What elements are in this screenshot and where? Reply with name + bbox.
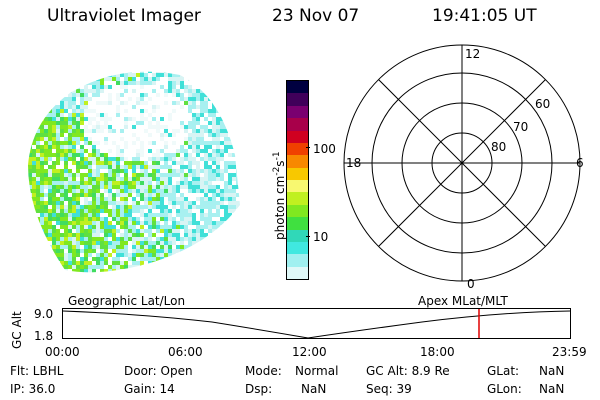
colorbar-segment bbox=[287, 241, 308, 255]
timeline-plot bbox=[62, 308, 571, 339]
timeline-xtick-1200: 12:00 bbox=[292, 345, 327, 359]
mode-key: Mode: bbox=[245, 364, 282, 378]
clock-label-12: 12 bbox=[465, 47, 481, 61]
clock-label-0: 0 bbox=[467, 277, 475, 291]
colorbar-segment bbox=[287, 180, 308, 193]
colorbar-segment bbox=[287, 142, 308, 156]
timeline-xtick-1800: 18:00 bbox=[420, 345, 455, 359]
filter-info: Flt: LBHL bbox=[10, 364, 64, 378]
timeline-xtick-0600: 06:00 bbox=[168, 345, 203, 359]
timeline-right-label: Apex MLat/MLT bbox=[418, 294, 508, 308]
glon-value: NaN bbox=[539, 382, 565, 396]
timeline-ytick-low: 1.8 bbox=[34, 329, 54, 343]
colorbar-ticks bbox=[306, 236, 310, 237]
glon-key: GLon: bbox=[487, 382, 522, 396]
colorbar-ticks bbox=[306, 147, 310, 148]
mode-value: Normal bbox=[295, 364, 339, 378]
colorbar-segment bbox=[287, 155, 308, 168]
diag-2 bbox=[378, 79, 546, 247]
glat-key: GLat: bbox=[487, 364, 520, 378]
dsp-key: Dsp: bbox=[245, 382, 273, 396]
colorbar-segment bbox=[287, 81, 308, 94]
colorbar-segment bbox=[287, 254, 308, 267]
timeline-axis-title: GC Alt bbox=[10, 311, 24, 349]
glat-value: NaN bbox=[539, 364, 565, 378]
timeline-frame bbox=[62, 308, 571, 339]
clock-label-6: 6 bbox=[576, 156, 584, 170]
instrument-title: Ultraviolet Imager bbox=[47, 6, 201, 26]
colorbar-segment bbox=[287, 266, 308, 279]
lat-label-60: 60 bbox=[535, 97, 551, 111]
timeline-left-label: Geographic Lat/Lon bbox=[68, 294, 186, 308]
colorbar bbox=[286, 80, 309, 280]
colorbar-segment bbox=[287, 105, 308, 119]
polar-grid-plot bbox=[343, 44, 581, 282]
lat-label-70: 70 bbox=[513, 120, 529, 134]
timeline-ytick-high: 9.0 bbox=[34, 307, 54, 321]
date-label: 23 Nov 07 bbox=[272, 6, 360, 26]
colorbar-segment bbox=[287, 130, 308, 143]
timeline-xtick-0000: 00:00 bbox=[45, 345, 80, 359]
colorbar-segment bbox=[287, 204, 308, 218]
timeline-xtick-2359: 23:59 bbox=[552, 345, 587, 359]
seq-info: Seq: 39 bbox=[366, 382, 412, 396]
colorbar-segment bbox=[287, 118, 308, 131]
ip-info: IP: 36.0 bbox=[10, 382, 56, 396]
colorbar-segment bbox=[287, 229, 308, 242]
gain-info: Gain: 14 bbox=[124, 382, 175, 396]
colorbar-segment bbox=[287, 217, 308, 230]
gc-alt-curve bbox=[62, 310, 571, 339]
time-label: 19:41:05 UT bbox=[432, 6, 537, 26]
clock-label-18: 18 bbox=[346, 156, 362, 170]
door-info: Door: Open bbox=[124, 364, 193, 378]
colorbar-segment bbox=[287, 167, 308, 180]
gc-alt-info: GC Alt: 8.9 Re bbox=[366, 364, 450, 378]
colorbar-tick-10: 10 bbox=[313, 230, 329, 244]
auroral-image bbox=[28, 71, 240, 273]
colorbar-segment bbox=[287, 93, 308, 106]
lat-label-80: 80 bbox=[491, 140, 507, 154]
colorbar-segment bbox=[287, 192, 308, 205]
colorbar-tick-100: 100 bbox=[313, 142, 336, 156]
colorbar-unit-label: photon cm-2s-1 bbox=[272, 151, 287, 240]
dsp-value: NaN bbox=[301, 382, 327, 396]
